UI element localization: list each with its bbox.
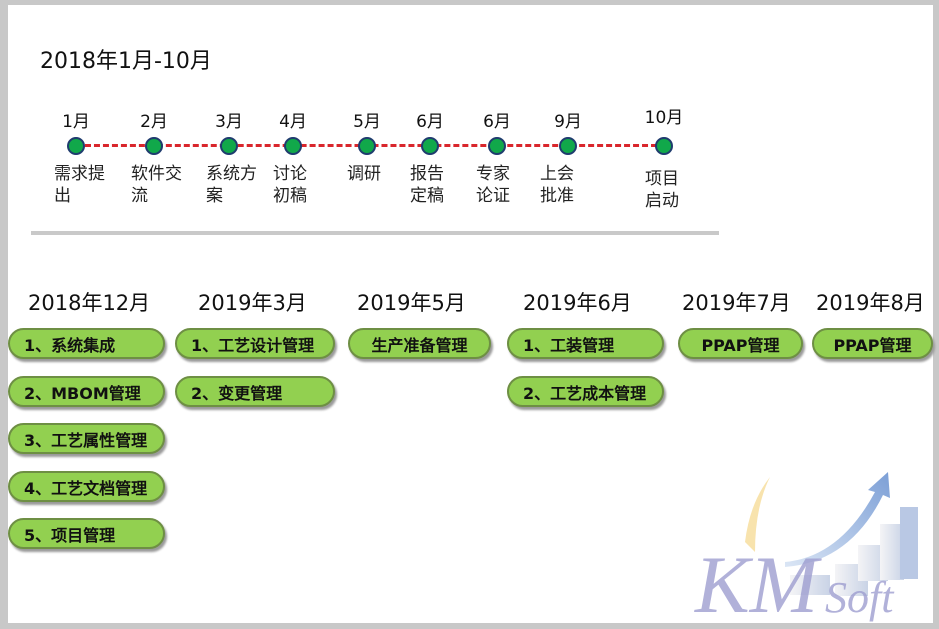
timeline-desc: 报告 定稿 — [410, 163, 470, 207]
timeline-desc-line: 启动 — [645, 191, 679, 211]
slide — [8, 5, 933, 623]
phase-item-pill: PPAP管理 — [678, 328, 803, 359]
phase-date: 2019年3月 — [198, 291, 307, 315]
svg-text:KM: KM — [694, 539, 823, 622]
phase-item-pill: 1、工装管理 — [507, 328, 664, 359]
timeline-desc-line: 初稿 — [273, 186, 307, 206]
phase-date: 2019年5月 — [357, 291, 466, 315]
divider — [31, 231, 719, 235]
timeline-desc-line: 软件交 — [131, 164, 182, 184]
timeline-node — [358, 137, 376, 155]
timeline-month: 5月 — [353, 112, 381, 132]
timeline-desc-line: 系统方 — [206, 164, 257, 184]
kmsoft-logo: KM Soft — [694, 472, 918, 622]
timeline-desc-line: 批准 — [540, 186, 574, 206]
timeline-desc-line: 论证 — [476, 186, 510, 206]
phase-item-pill: 1、系统集成 — [8, 328, 165, 359]
phase-item-pill: 生产准备管理 — [348, 328, 491, 359]
phase-date: 2018年12月 — [28, 291, 151, 315]
timeline-desc: 软件交流 — [131, 163, 191, 207]
timeline-desc-line: 流 — [131, 186, 148, 206]
phase-item-pill: 5、项目管理 — [8, 518, 165, 549]
timeline-month: 1月 — [62, 112, 90, 132]
phase-date: 2019年6月 — [523, 291, 632, 315]
timeline-node — [488, 137, 506, 155]
timeline-node — [421, 137, 439, 155]
timeline-node — [559, 137, 577, 155]
phase-item-pill: 2、工艺成本管理 — [507, 375, 664, 407]
timeline-month: 4月 — [279, 112, 307, 132]
timeline-desc-line: 案 — [206, 186, 223, 206]
phase-item-pill: 3、工艺属性管理 — [8, 423, 165, 454]
timeline-desc-line: 需求提 — [54, 164, 105, 184]
timeline-month: 3月 — [215, 112, 243, 132]
phase-item-pill: 4、工艺文档管理 — [8, 470, 165, 502]
timeline-node — [67, 137, 85, 155]
timeline-desc: 项目 启动 — [645, 168, 705, 212]
timeline-node — [284, 137, 302, 155]
timeline-desc-line: 专家 — [476, 164, 510, 184]
timeline-node — [655, 137, 673, 155]
timeline-node — [220, 137, 238, 155]
timeline-desc: 需求提出 — [54, 163, 114, 207]
timeline-month: 2月 — [140, 112, 168, 132]
svg-text:Soft: Soft — [825, 573, 895, 622]
timeline-desc-line: 定稿 — [410, 186, 444, 206]
timeline-desc: 调研 — [347, 163, 407, 185]
timeline-month: 10月 — [644, 108, 684, 128]
phase-item-pill: 1、工艺设计管理 — [175, 328, 335, 359]
phase-date: 2019年8月 — [816, 291, 925, 315]
timeline-desc: 专家 论证 — [476, 163, 536, 207]
timeline-desc-line: 上会 — [540, 164, 574, 184]
phase-item-pill: PPAP管理 — [812, 328, 933, 359]
phase-date: 2019年7月 — [682, 291, 791, 315]
timeline-desc: 讨论 初稿 — [273, 163, 333, 207]
timeline-node — [145, 137, 163, 155]
timeline-desc: 系统方案 — [206, 163, 266, 207]
timeline-desc-line: 调研 — [347, 164, 381, 184]
timeline-month: 9月 — [554, 112, 582, 132]
page-title: 2018年1月-10月 — [40, 49, 212, 74]
phase-item-pill: 2、变更管理 — [175, 375, 335, 407]
timeline-desc: 上会 批准 — [540, 163, 600, 207]
timeline-desc-line: 项目 — [645, 169, 679, 189]
timeline-desc-line: 出 — [54, 186, 71, 206]
timeline-month: 6月 — [483, 112, 511, 132]
timeline-desc-line: 讨论 — [273, 164, 307, 184]
phase-item-pill: 2、MBOM管理 — [8, 375, 165, 407]
timeline-desc-line: 报告 — [410, 164, 444, 184]
timeline-month: 6月 — [416, 112, 444, 132]
